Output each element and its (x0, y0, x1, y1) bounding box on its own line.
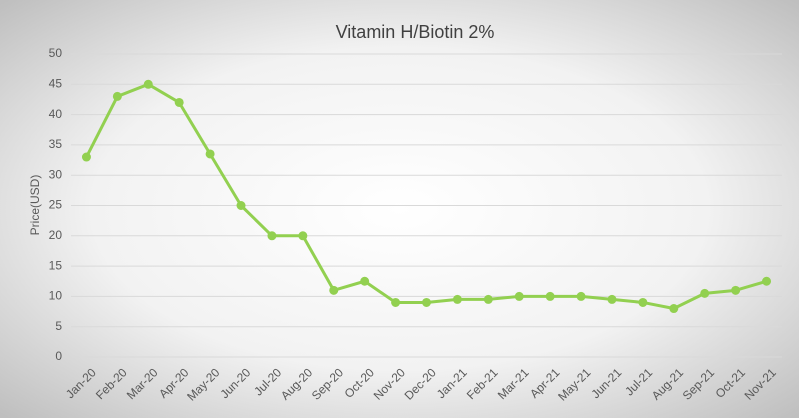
y-tick-label: 30 (49, 167, 63, 181)
marker (452, 294, 462, 304)
marker (514, 291, 524, 301)
y-tick-label: 15 (49, 258, 63, 272)
y-tick-label: 50 (49, 46, 63, 60)
marker (81, 152, 91, 162)
marker (422, 297, 431, 307)
y-tick-label: 0 (55, 349, 62, 363)
marker (298, 231, 308, 241)
marker (360, 276, 370, 286)
marker (762, 276, 772, 286)
y-tick-label: 5 (55, 319, 62, 333)
marker (731, 285, 741, 295)
y-tick-label: 40 (49, 107, 63, 121)
marker (607, 294, 617, 304)
chart-title: Vitamin H/Biotin 2% (336, 22, 495, 42)
y-tick-label: 35 (49, 137, 63, 151)
marker (638, 297, 648, 307)
y-axis-label: Price(USD) (28, 175, 42, 236)
marker (391, 297, 401, 307)
marker (576, 291, 586, 301)
marker (236, 201, 246, 210)
y-tick-label: 10 (49, 289, 63, 303)
marker (143, 79, 153, 89)
marker (700, 288, 710, 298)
y-tick-label: 45 (49, 76, 63, 90)
marker (483, 294, 493, 304)
marker (329, 285, 339, 295)
marker (205, 149, 215, 159)
y-tick-label: 20 (49, 228, 63, 242)
y-tick-label: 25 (49, 198, 63, 212)
marker (112, 91, 122, 101)
marker (669, 304, 679, 314)
marker (545, 291, 555, 301)
marker (267, 231, 277, 241)
marker (174, 97, 184, 107)
